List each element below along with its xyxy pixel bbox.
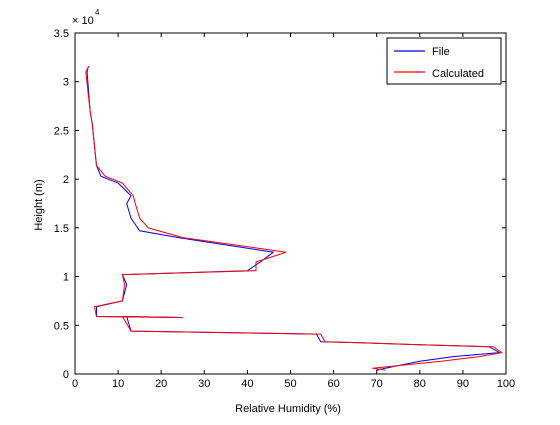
x-tick-label: 90 xyxy=(457,378,469,390)
y-tick-label: 3 xyxy=(63,77,69,89)
x-tick-label: 20 xyxy=(155,378,167,390)
y-tick-label: 0.5 xyxy=(54,320,69,332)
legend-label-file: File xyxy=(432,46,450,58)
y-axis: 0 0.5 1 1.5 2 2.5 3 3.5 xyxy=(54,28,506,381)
y-tick-label: 2 xyxy=(63,174,69,186)
y-axis-exponent-power: 4 xyxy=(95,8,100,17)
x-tick-label: 70 xyxy=(371,378,383,390)
series-line-file xyxy=(86,65,502,371)
x-tick-label: 50 xyxy=(284,378,296,390)
x-tick-label: 10 xyxy=(112,378,124,390)
y-tick-label: 0 xyxy=(63,369,69,381)
x-axis: 0 10 20 30 40 50 60 70 80 90 100 xyxy=(72,33,515,390)
x-tick-label: 30 xyxy=(198,378,210,390)
x-tick-label: 40 xyxy=(241,378,253,390)
x-axis-label: Relative Humidity (%) xyxy=(235,403,341,415)
y-tick-label: 1.5 xyxy=(54,223,69,235)
x-tick-label: 0 xyxy=(72,378,78,390)
legend: File Calculated xyxy=(386,37,502,85)
y-axis-label: Height (m) xyxy=(33,179,45,230)
y-axis-exponent-label: × 10 xyxy=(72,15,94,27)
y-tick-label: 3.5 xyxy=(54,28,69,40)
series-line-calculated xyxy=(85,65,503,371)
x-tick-label: 80 xyxy=(414,378,426,390)
y-tick-label: 1 xyxy=(63,272,69,284)
x-tick-label: 100 xyxy=(497,378,515,390)
x-tick-label: 60 xyxy=(327,378,339,390)
legend-label-calculated: Calculated xyxy=(432,68,484,80)
y-tick-label: 2.5 xyxy=(54,125,69,137)
legend-box xyxy=(386,37,502,85)
